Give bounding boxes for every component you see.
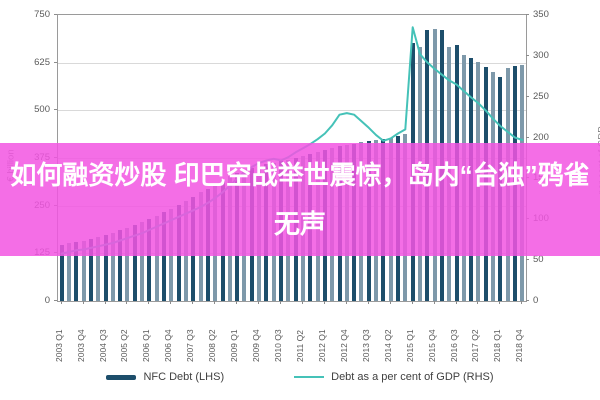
right-axis-tickmark bbox=[526, 54, 529, 56]
x-axis-tickmark bbox=[192, 301, 194, 304]
right-axis-tickmark bbox=[526, 136, 529, 138]
x-axis-tickmark bbox=[477, 301, 479, 304]
legend-item-nfc-debt: NFC Debt (LHS) bbox=[106, 371, 224, 383]
x-axis-tick-label: 2010 Q3 bbox=[273, 329, 284, 362]
left-axis-tickmark bbox=[54, 61, 57, 63]
x-axis-tick-label: 2016 Q3 bbox=[448, 329, 459, 362]
x-axis-tickmark bbox=[126, 301, 128, 304]
right-axis-tick-label: 300 bbox=[533, 49, 549, 61]
x-axis-tickmark bbox=[104, 301, 106, 304]
x-axis-tickmark bbox=[60, 301, 62, 304]
bar bbox=[110, 233, 115, 301]
x-axis-tick-label: 2005 Q2 bbox=[119, 329, 130, 362]
left-axis-tick-label: 500 bbox=[34, 104, 50, 116]
x-axis-tick-label: 2012 Q4 bbox=[338, 329, 349, 362]
x-axis-tickmark bbox=[236, 301, 238, 304]
left-axis-tickmark bbox=[54, 14, 57, 15]
legend: NFC Debt (LHS) Debt as a per cent of GDP… bbox=[0, 371, 600, 383]
x-axis-tick-label: 2012 Q1 bbox=[316, 329, 327, 362]
x-axis-tickmark bbox=[411, 301, 413, 304]
bar bbox=[140, 222, 145, 301]
x-axis-tickmark bbox=[82, 301, 84, 304]
x-axis-tick-label: 2017 Q2 bbox=[470, 329, 481, 362]
legend-item-gdp-line: Debt as a per cent of GDP (RHS) bbox=[294, 371, 494, 383]
left-axis-tick-label: 625 bbox=[34, 56, 50, 68]
gridline bbox=[58, 110, 526, 112]
gridline bbox=[58, 62, 526, 64]
x-axis-tickmark bbox=[323, 301, 325, 304]
legend-label: Debt as a per cent of GDP (RHS) bbox=[331, 371, 494, 383]
right-axis-tick-label: 200 bbox=[533, 131, 549, 143]
x-axis-tick-label: 2009 Q1 bbox=[229, 329, 240, 362]
bar bbox=[59, 244, 64, 301]
x-axis-tickmark bbox=[148, 301, 150, 304]
bar bbox=[103, 235, 108, 301]
x-axis-tickmark bbox=[499, 301, 501, 304]
bar bbox=[81, 240, 86, 301]
x-axis-tick-label: 2018 Q4 bbox=[514, 329, 525, 362]
x-axis-tickmark bbox=[258, 301, 260, 304]
bar bbox=[66, 243, 71, 301]
x-axis-tick-label: 2011 Q2 bbox=[294, 330, 305, 362]
x-axis-tick-label: 2015 Q1 bbox=[404, 329, 415, 362]
banner-headline: 如何融资炒股 印巴空战举世震惊，岛内“台独”鸦雀无声 bbox=[10, 159, 590, 239]
left-axis-tickmark bbox=[54, 109, 57, 111]
x-axis-tickmark bbox=[433, 301, 435, 304]
right-axis-tickmark bbox=[526, 259, 529, 261]
x-axis-tickmark bbox=[389, 301, 391, 304]
bar bbox=[88, 238, 93, 301]
overlay-ad-banner[interactable]: 如何融资炒股 印巴空战举世震惊，岛内“台独”鸦雀无声 bbox=[0, 143, 600, 256]
x-axis-tick-label: 2007 Q3 bbox=[185, 329, 196, 362]
x-axis-tick-label: 2018 Q1 bbox=[492, 329, 503, 362]
x-axis-tickmark bbox=[367, 301, 369, 304]
x-axis-tickmark bbox=[301, 301, 303, 304]
x-axis-tick-label: 2004 Q3 bbox=[97, 329, 108, 362]
bar bbox=[162, 212, 167, 301]
x-axis-tick-label: 2006 Q1 bbox=[141, 329, 152, 362]
left-axis-tick-label: 0 bbox=[44, 295, 50, 306]
x-axis-tick-label: 2006 Q4 bbox=[163, 329, 174, 362]
left-axis-tickmark bbox=[54, 300, 57, 301]
x-axis-tickmark bbox=[455, 301, 457, 304]
line-series-swatch bbox=[294, 376, 325, 378]
bar bbox=[154, 215, 159, 301]
right-axis-tickmark bbox=[526, 300, 529, 301]
x-axis-tick-label: 2014 Q2 bbox=[382, 329, 393, 362]
right-axis-tickmark bbox=[526, 95, 529, 97]
x-axis-tickmark bbox=[214, 301, 216, 304]
x-axis-tick-label: 2008 Q2 bbox=[207, 329, 218, 362]
right-axis-tick-label: 350 bbox=[533, 9, 549, 20]
x-axis-tickmark bbox=[521, 301, 523, 304]
right-axis-tick-label: 50 bbox=[533, 254, 544, 266]
x-axis-tick-label: 2009 Q4 bbox=[251, 329, 262, 362]
x-axis-tickmark bbox=[170, 301, 172, 304]
x-axis-tick-label: 2013 Q3 bbox=[360, 329, 371, 362]
x-axis-tickmark bbox=[280, 301, 282, 304]
x-axis-tick-label: 2015 Q4 bbox=[426, 329, 437, 362]
bar-series-swatch bbox=[106, 374, 137, 380]
right-axis-tickmark bbox=[526, 14, 529, 15]
legend-label: NFC Debt (LHS) bbox=[143, 371, 225, 383]
right-axis-tick-label: 0 bbox=[533, 295, 539, 306]
left-axis-tick-label: 750 bbox=[34, 9, 50, 20]
x-axis-tick-label: 2003 Q1 bbox=[53, 329, 64, 362]
bar bbox=[147, 219, 152, 301]
bar bbox=[118, 230, 123, 301]
bar bbox=[125, 227, 130, 301]
x-axis-tickmark bbox=[345, 301, 347, 304]
bar bbox=[96, 236, 101, 301]
right-axis-tick-label: 250 bbox=[533, 90, 549, 102]
bar bbox=[132, 225, 137, 301]
x-axis-tick-label: 2003 Q4 bbox=[75, 329, 86, 362]
bar bbox=[74, 242, 79, 301]
